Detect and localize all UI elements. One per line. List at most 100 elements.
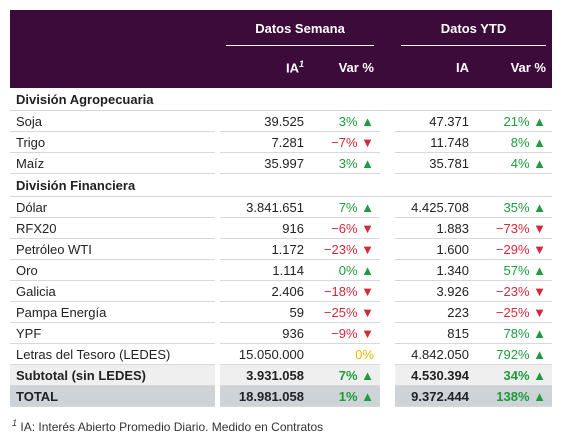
table-row: Galicia 2.406 −18% ▼ 3.926 −23% ▼: [10, 280, 552, 302]
spacer: [380, 364, 395, 386]
row-label: Subtotal (sin LEDES): [10, 364, 215, 386]
cell: 1.114: [220, 259, 310, 281]
cell: 34% ▲: [475, 364, 552, 386]
spacer: [380, 281, 395, 302]
column-label: IA1: [220, 46, 310, 88]
cell: 21% ▲: [475, 110, 552, 132]
cell: 792% ▲: [475, 343, 552, 365]
table-row: Petróleo WTI 1.172 −23% ▼ 1.600 −29% ▼: [10, 238, 552, 260]
spacer: [380, 111, 395, 132]
row-label: YPF: [10, 322, 215, 344]
cell: 1.340: [395, 259, 475, 281]
cell: 15.050.000: [220, 343, 310, 365]
table-row: Letras del Tesoro (LEDES) 15.050.000 0% 4.8…: [10, 343, 552, 365]
table-row: YPF 936 −9% ▼ 815 78% ▲: [10, 322, 552, 344]
row-label: Letras del Tesoro (LEDES): [10, 343, 215, 365]
cell: 39.525: [220, 110, 310, 132]
spacer: [380, 218, 395, 239]
cell: 4.842.050: [395, 343, 475, 365]
table-row: TOTAL 18.981.058 1% ▲ 9.372.444 138% ▲: [10, 385, 552, 407]
cell: −23% ▼: [310, 238, 380, 260]
cell: 138% ▲: [475, 385, 552, 407]
spacer: [380, 385, 395, 407]
cell: 3.841.651: [220, 196, 310, 218]
cell: −9% ▼: [310, 322, 380, 344]
cell: 3% ▲: [310, 110, 380, 132]
cell: 1.883: [395, 217, 475, 239]
row-label: Galicia: [10, 280, 215, 302]
table-row: RFX20 916 −6% ▼ 1.883 −73% ▼: [10, 217, 552, 239]
cell: 1.600: [395, 238, 475, 260]
spacer: [380, 153, 395, 174]
cell: 9.372.444: [395, 385, 475, 407]
cell: −7% ▼: [310, 131, 380, 153]
cell: 4.530.394: [395, 364, 475, 386]
spacer: [215, 385, 220, 407]
cell: 1.172: [220, 238, 310, 260]
spacer: [380, 302, 395, 323]
cell: −29% ▼: [475, 238, 552, 260]
cell: 18.981.058: [220, 385, 310, 407]
row-label: Maíz: [10, 152, 215, 174]
cell: 916: [220, 217, 310, 239]
cell: 936: [220, 322, 310, 344]
cell: −73% ▼: [475, 217, 552, 239]
row-label: Oro: [10, 259, 215, 281]
cell: 11.748: [395, 131, 475, 153]
footnote: 1 IA: Interés Abierto Promedio Diario. M…: [12, 418, 323, 434]
column-row: IA1 Var % IA Var %: [10, 46, 552, 88]
column-label: IA: [456, 59, 469, 75]
cell: 35.997: [220, 152, 310, 174]
cell: 3.926: [395, 280, 475, 302]
row-label: Dólar: [10, 196, 215, 218]
cell: 47.371: [395, 110, 475, 132]
group-label: Datos Semana: [226, 11, 374, 46]
cell: 8% ▲: [475, 131, 552, 153]
section-row: División Financiera: [10, 173, 552, 197]
cell: 1% ▲: [310, 385, 380, 407]
cell: 0% ▲: [310, 259, 380, 281]
row-label: TOTAL: [10, 385, 215, 407]
section-row: División Agropecuaria: [10, 88, 552, 111]
row-label: Trigo: [10, 131, 215, 153]
footnote-text: IA: Interés Abierto Promedio Diario. Med…: [20, 420, 324, 434]
table-header: Datos Semana Datos YTD IA1 Var % IA Var …: [10, 10, 552, 88]
cell: 35.781: [395, 152, 475, 174]
cell: −25% ▼: [475, 301, 552, 323]
cell: 223: [395, 301, 475, 323]
row-label: Pampa Energía: [10, 301, 215, 323]
cell: 35% ▲: [475, 196, 552, 218]
cell: 4% ▲: [475, 152, 552, 174]
table-body: División Agropecuaria Soja 39.525 3% ▲ 47.37…: [10, 88, 552, 407]
note-mark: 1: [12, 418, 18, 428]
cell: 815: [395, 322, 475, 344]
cell: 78% ▲: [475, 322, 552, 344]
cell: −23% ▼: [475, 280, 552, 302]
spacer: [380, 323, 395, 344]
row-label: Soja: [10, 110, 215, 132]
table-row: Pampa Energía 59 −25% ▼ 223 −25% ▼: [10, 301, 552, 323]
cell: 7% ▲: [310, 364, 380, 386]
cell: 0%: [310, 343, 380, 365]
cell: 3.931.058: [220, 364, 310, 386]
spacer: [380, 132, 395, 153]
cell: 57% ▲: [475, 259, 552, 281]
section-title: División Agropecuaria: [10, 88, 552, 111]
column-label: Var %: [338, 59, 374, 75]
note-mark: 1: [298, 58, 304, 69]
group-label: Datos YTD: [401, 11, 546, 46]
spacer: [380, 239, 395, 260]
cell: 59: [220, 301, 310, 323]
spacer: [380, 197, 395, 218]
spacer: [380, 260, 395, 281]
table-row: Maíz 35.997 3% ▲ 35.781 4% ▲: [10, 152, 552, 174]
section-title: División Financiera: [10, 173, 552, 197]
cell: 2.406: [220, 280, 310, 302]
spacer: [215, 364, 220, 386]
spacer: [380, 344, 395, 365]
row-label: RFX20: [10, 217, 215, 239]
cell: −25% ▼: [310, 301, 380, 323]
group-row: Datos Semana Datos YTD: [10, 10, 552, 46]
cell: 7.281: [220, 131, 310, 153]
